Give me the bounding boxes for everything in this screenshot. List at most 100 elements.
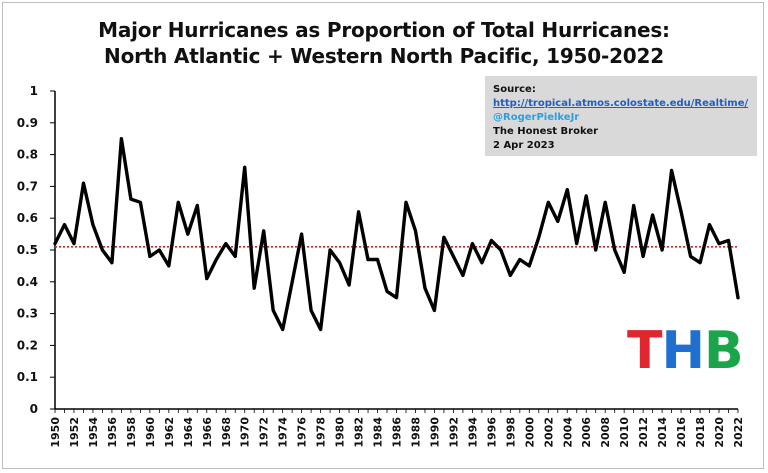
data-point (225, 243, 227, 245)
x-tick-label: 2022 (732, 417, 745, 448)
x-tick-label: 1980 (334, 417, 347, 448)
y-tick-label: 0.5 (17, 243, 38, 257)
x-tick-label: 2018 (694, 417, 707, 448)
x-tick-label: 2002 (542, 417, 555, 448)
x-tick-label: 1950 (49, 417, 62, 448)
x-tick-label: 1988 (409, 417, 422, 448)
data-point (661, 249, 663, 251)
publisher-name: The Honest Broker (493, 126, 599, 137)
data-point (481, 262, 483, 264)
x-tick-label: 2000 (523, 417, 536, 448)
x-tick-label: 2004 (561, 417, 574, 448)
data-point (130, 198, 132, 200)
data-point (111, 262, 113, 264)
data-point (405, 201, 407, 203)
data-point (272, 309, 274, 312)
data-point (73, 243, 75, 245)
x-tick-label: 1998 (504, 417, 517, 448)
x-tick-label: 1978 (315, 417, 328, 448)
x-tick-label: 1976 (296, 417, 309, 448)
x-tick-label: 1992 (447, 417, 460, 448)
data-point (196, 204, 198, 207)
data-point (395, 297, 398, 299)
data-point (320, 328, 322, 331)
data-point (120, 138, 123, 140)
data-point (595, 249, 597, 251)
data-point (566, 188, 568, 191)
data-point (519, 258, 521, 261)
x-tick-label: 2008 (599, 417, 612, 448)
x-tick-label: 1968 (220, 417, 233, 448)
x-tick-label: 1970 (239, 417, 252, 448)
x-tick-label: 1984 (372, 417, 385, 448)
data-point (414, 230, 417, 232)
data-point (718, 243, 720, 245)
x-tick-label: 1952 (68, 417, 81, 448)
source-box: Source: http://tropical.atmos.colostate.… (485, 76, 757, 156)
x-tick-label: 1966 (201, 417, 214, 448)
data-point (206, 278, 208, 280)
data-point (424, 287, 426, 289)
data-point (244, 166, 246, 168)
y-tick-label: 0.3 (17, 307, 38, 321)
logo-letter-b: B (704, 321, 744, 381)
data-point (63, 223, 66, 226)
y-tick-label: 0.4 (17, 275, 38, 289)
x-tick-label: 1954 (87, 417, 100, 448)
data-point (348, 284, 350, 286)
y-tick-label: 0.8 (17, 148, 38, 162)
data-point (82, 182, 85, 184)
data-point (187, 233, 189, 235)
logo-letter-h: H (661, 321, 705, 381)
data-point (727, 239, 730, 242)
data-point (576, 243, 578, 245)
data-point (158, 249, 160, 251)
chart-title-line1: Major Hurricanes as Proportion of Total … (98, 18, 670, 42)
data-point (689, 255, 692, 257)
chart-title-line2: North Atlantic + Western North Pacific, … (104, 44, 664, 68)
x-tick-label: 1990 (428, 417, 441, 448)
data-point (376, 258, 379, 261)
x-tick-label: 2010 (618, 417, 631, 448)
x-tick-label: 1974 (277, 417, 290, 448)
data-point (234, 255, 236, 257)
data-point (623, 271, 625, 273)
data-point (329, 249, 331, 251)
data-point (633, 204, 635, 207)
y-tick-label: 0.7 (17, 179, 38, 193)
source-url-link[interactable]: http://tropical.atmos.colostate.edu/Real… (493, 98, 749, 109)
data-point (652, 214, 654, 216)
x-tick-label: 2006 (580, 417, 593, 448)
data-point (547, 201, 549, 203)
axes: 0 0.1 0.2 0.3 0.4 0.5 0.6 0.7 0.8 0.9 1 1950 1952 195… (17, 84, 745, 448)
x-tick-label: 2016 (675, 417, 688, 448)
thb-logo: THB (627, 325, 744, 377)
data-point (54, 243, 56, 245)
data-point (139, 201, 141, 203)
y-tick-label: 0.6 (17, 211, 38, 225)
data-point (338, 262, 341, 264)
y-tick-label: 0 (30, 402, 38, 416)
x-tick-label: 2014 (656, 417, 669, 448)
data-point (215, 258, 217, 261)
y-tick-label: 0.1 (17, 370, 38, 384)
x-tick-label: 1962 (163, 417, 176, 448)
data-point (452, 255, 455, 257)
data-point (433, 309, 436, 312)
data-point (509, 274, 511, 277)
data-point (614, 249, 616, 251)
series-group (53, 136, 740, 332)
author-handle[interactable]: @RogerPielkeJr (493, 112, 580, 123)
proportion-series-line (53, 136, 740, 332)
data-point (263, 230, 265, 232)
data-point (462, 274, 464, 277)
points-group (54, 138, 739, 331)
data-point (149, 255, 151, 257)
source-label: Source: (493, 84, 536, 95)
publish-date: 2 Apr 2023 (493, 140, 555, 151)
data-point (357, 211, 360, 213)
x-tick-label: 1956 (106, 417, 119, 448)
data-point (92, 223, 94, 226)
data-point (500, 249, 502, 251)
x-tick-label: 2020 (713, 417, 726, 448)
